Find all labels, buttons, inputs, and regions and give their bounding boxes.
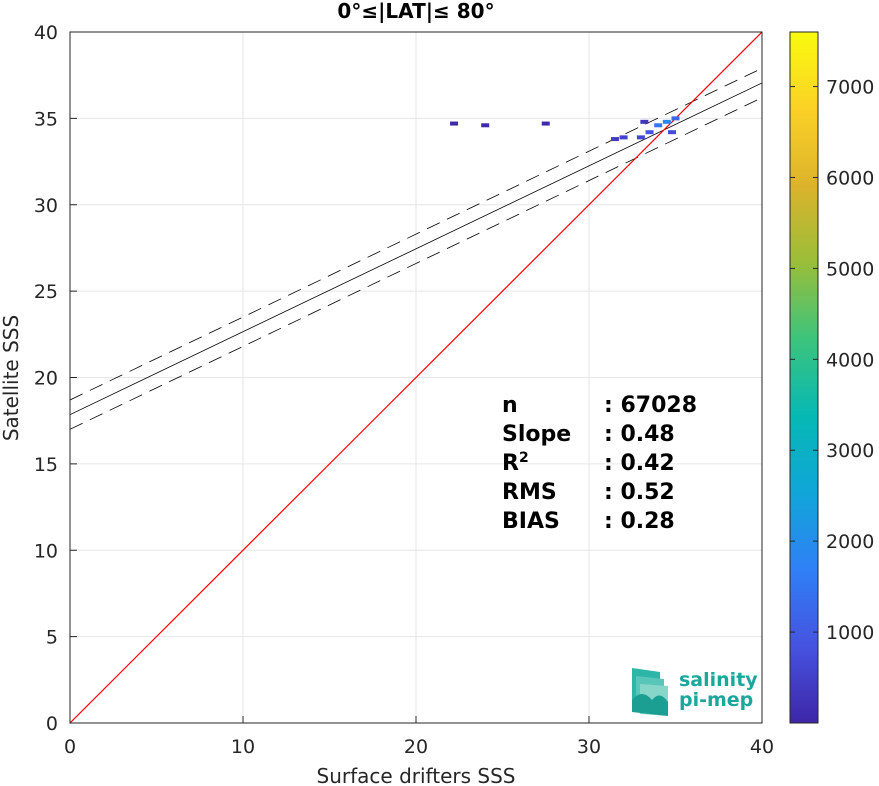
- y-tick-label: 35: [34, 108, 58, 130]
- colorbar-tick-label: 6000: [826, 167, 874, 189]
- stat-key: RMS: [502, 480, 557, 505]
- identity-line: [70, 32, 762, 723]
- density-point: [541, 121, 550, 126]
- colorbar: [789, 31, 819, 724]
- logo-text-line2: pi-mep: [679, 689, 753, 711]
- colorbar-tick-label: 7000: [826, 77, 874, 99]
- density-point: [619, 135, 628, 140]
- density-point: [671, 116, 680, 121]
- stat-value: : 0.42: [604, 451, 675, 476]
- stat-key-superscript: 2: [519, 450, 529, 466]
- y-tick-label: 10: [34, 540, 58, 562]
- colorbar-tick-label: 1000: [826, 622, 874, 644]
- x-tick-label: 30: [577, 736, 601, 758]
- fit-lower-bound-line: [70, 97, 762, 430]
- x-axis-label: Surface drifters SSS: [317, 764, 516, 786]
- stat-value: : 0.28: [604, 509, 675, 534]
- density-point: [645, 130, 654, 135]
- x-tick-label: 20: [404, 736, 428, 758]
- y-tick-label: 30: [34, 195, 58, 217]
- y-tick-label: 20: [34, 368, 58, 390]
- y-axis-ticks: 0 5 10 15 20 25 30 35 40: [34, 22, 77, 735]
- y-tick-label: 0: [46, 713, 58, 735]
- stat-value: : 0.48: [604, 422, 675, 447]
- x-axis-ticks: 0 10 20 30 40: [64, 716, 774, 758]
- y-tick-label: 40: [34, 22, 58, 44]
- colorbar-ticks: 1000 2000 3000 4000 5000 6000 7000: [790, 77, 874, 644]
- y-tick-label: 25: [34, 281, 58, 303]
- colorbar-tick-label: 4000: [826, 349, 874, 371]
- stat-value: : 0.52: [604, 480, 675, 505]
- y-axis-label: Satellite SSS: [0, 315, 23, 441]
- colorbar-tick-label: 3000: [826, 440, 874, 462]
- logo-mark-icon: [632, 668, 668, 716]
- logo-text-line1: salinity: [679, 669, 758, 691]
- stat-value: : 67028: [604, 393, 697, 418]
- y-tick-label: 5: [46, 627, 58, 649]
- stat-key: n: [502, 393, 518, 418]
- stat-key: BIAS: [502, 509, 560, 534]
- stats-box: n : 67028 Slope : 0.48 R2 : 0.42 RMS : 0.52 BIAS…: [502, 393, 697, 534]
- density-point: [662, 119, 671, 124]
- colorbar-tick-label: 5000: [826, 258, 874, 280]
- x-tick-label: 40: [750, 736, 774, 758]
- density-points: [450, 116, 680, 142]
- density-point: [654, 123, 663, 128]
- density-point: [668, 130, 677, 135]
- density-point: [636, 135, 645, 140]
- chart-title: 0°≤|LAT|≤ 80°: [337, 0, 494, 23]
- density-point: [481, 123, 490, 128]
- density-point: [610, 137, 619, 142]
- density-point: [640, 119, 649, 124]
- x-tick-label: 0: [64, 736, 76, 758]
- stat-key: Slope: [502, 422, 571, 447]
- density-point: [450, 121, 459, 126]
- stat-key: R2: [502, 450, 529, 476]
- colorbar-tick-label: 2000: [826, 531, 874, 553]
- logo: salinity pi-mep: [632, 668, 758, 716]
- x-tick-label: 10: [231, 736, 255, 758]
- y-tick-label: 15: [34, 454, 58, 476]
- fit-line: [70, 82, 762, 416]
